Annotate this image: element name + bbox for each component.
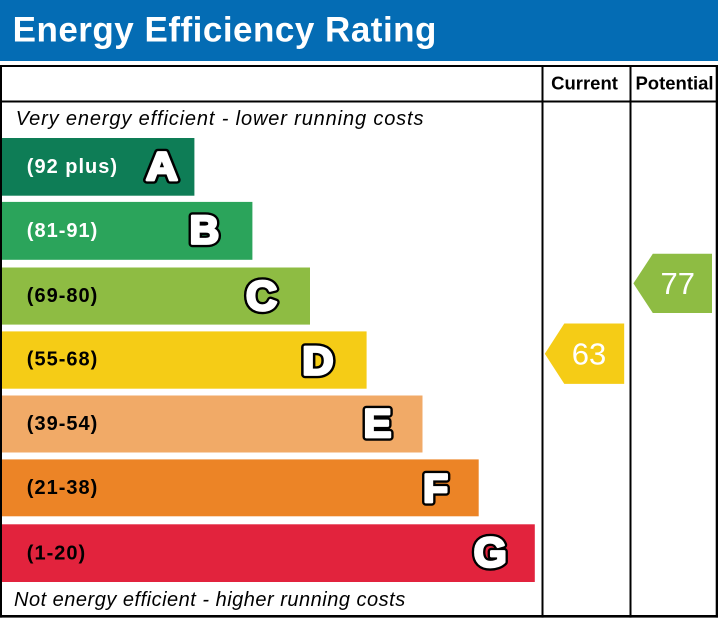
svg-text:E: E xyxy=(364,401,392,446)
svg-text:(1-20): (1-20) xyxy=(27,542,86,564)
svg-text:F: F xyxy=(423,465,448,511)
svg-text:Potential: Potential xyxy=(635,72,713,93)
svg-text:(69-80): (69-80) xyxy=(27,285,98,307)
svg-text:(92 plus): (92 plus) xyxy=(27,156,118,178)
svg-text:Very energy efficient - lower: Very energy efficient - lower running co… xyxy=(16,108,425,130)
svg-text:(21-38): (21-38) xyxy=(27,477,98,499)
svg-text:G: G xyxy=(474,529,507,576)
svg-text:Energy Efficiency Rating: Energy Efficiency Rating xyxy=(13,11,437,50)
svg-text:D: D xyxy=(302,338,333,383)
svg-text:(39-54): (39-54) xyxy=(27,413,98,435)
svg-text:F: F xyxy=(423,465,448,511)
svg-text:(55-68): (55-68) xyxy=(27,349,98,371)
svg-text:E: E xyxy=(364,401,392,446)
svg-text:G: G xyxy=(474,529,507,576)
svg-text:B: B xyxy=(190,207,219,253)
svg-text:B: B xyxy=(190,207,219,253)
svg-text:A: A xyxy=(146,144,178,189)
svg-text:63: 63 xyxy=(572,337,606,372)
svg-text:Not energy efficient - higher: Not energy efficient - higher running co… xyxy=(14,589,406,611)
svg-text:Current: Current xyxy=(551,72,618,93)
svg-text:77: 77 xyxy=(660,266,694,301)
svg-text:A: A xyxy=(146,144,178,189)
svg-text:(81-91): (81-91) xyxy=(27,220,98,242)
svg-text:D: D xyxy=(302,338,333,383)
svg-text:C: C xyxy=(246,273,277,319)
svg-text:C: C xyxy=(246,273,277,319)
